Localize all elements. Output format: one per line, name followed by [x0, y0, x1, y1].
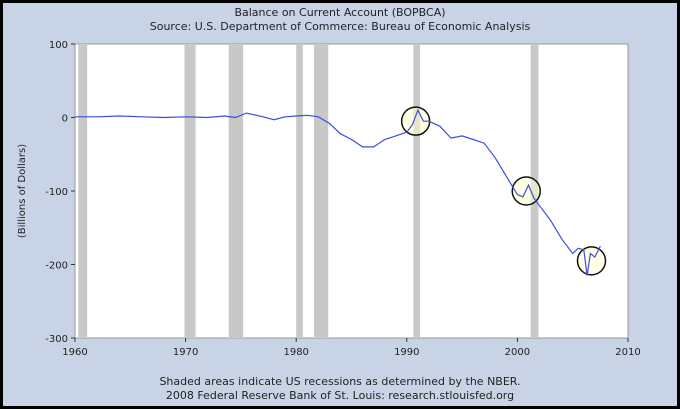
recession-band: [296, 45, 303, 337]
x-tick-label: 1980: [283, 347, 308, 358]
x-tick-label: 1990: [394, 347, 419, 358]
chart-canvas: Balance on Current Account (BOPBCA) Sour…: [17, 6, 641, 402]
recession-band: [228, 45, 244, 337]
y-axis: 100 0 -100 -200 -300: [45, 40, 75, 345]
y-tick-label: 0: [62, 114, 68, 125]
x-tick-label: 1960: [62, 347, 87, 358]
x-tick-label: 2000: [505, 347, 530, 358]
chart-title: Balance on Current Account (BOPBCA): [234, 6, 445, 19]
y-tick-label: -200: [45, 261, 68, 272]
series-line: [75, 108, 601, 276]
plot-area: [74, 43, 629, 339]
highlight-circle: [576, 246, 607, 276]
recession-note: Shaded areas indicate US recessions as d…: [159, 375, 520, 388]
x-axis: 1960 1970 1980 1990 2000 2010: [62, 338, 641, 358]
series-layer: [75, 108, 601, 276]
chart-subtitle: Source: U.S. Department of Commerce: Bur…: [150, 20, 531, 33]
highlight-circles: [400, 106, 607, 276]
recession-band: [184, 45, 196, 337]
x-tick-label: 2010: [615, 347, 640, 358]
y-tick-label: -100: [45, 187, 68, 198]
y-tick-label: -300: [45, 334, 68, 345]
y-axis-label: (Billions of Dollars): [17, 144, 28, 238]
source-credit: 2008 Federal Reserve Bank of St. Louis: …: [166, 389, 514, 402]
y-tick-label: 100: [49, 40, 68, 51]
recession-band: [313, 45, 329, 337]
x-tick-label: 1970: [173, 347, 198, 358]
recession-band: [78, 45, 88, 337]
recession-band: [413, 45, 421, 337]
